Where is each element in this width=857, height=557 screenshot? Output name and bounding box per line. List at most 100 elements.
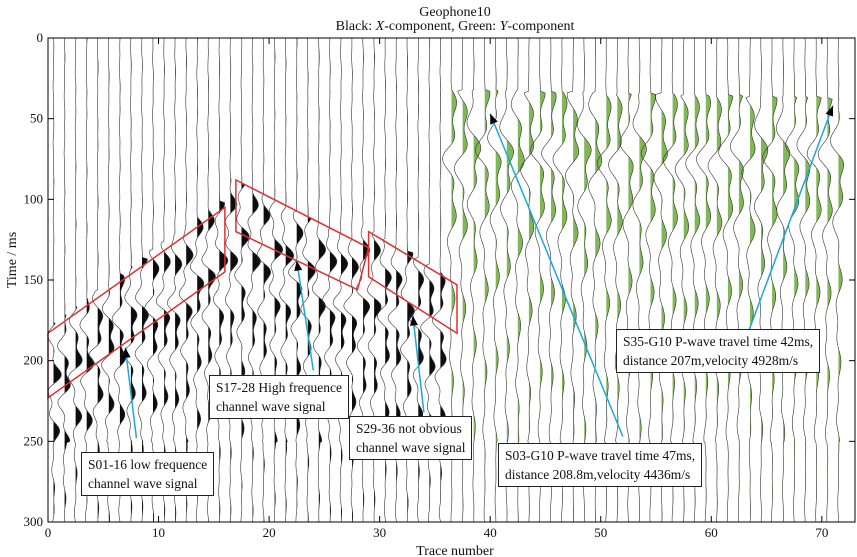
trace-fill [705, 38, 711, 522]
trace-fill [606, 38, 612, 522]
trace-fill [307, 38, 316, 522]
trace-fill [539, 38, 546, 522]
trace-line [224, 38, 239, 522]
trace-fill [617, 38, 623, 522]
trace-line [785, 38, 800, 523]
trace-line [663, 37, 678, 523]
trace-line [718, 38, 734, 523]
trace-line [68, 37, 83, 523]
trace-line [474, 38, 491, 523]
trace-fill [517, 38, 525, 522]
trace-line [619, 38, 634, 522]
annotation-arrowhead [490, 113, 498, 125]
x-tick-label: 20 [263, 525, 276, 540]
trace-line [111, 38, 127, 523]
trace-fill [750, 38, 756, 522]
trace-line [796, 38, 811, 523]
trace-fill [805, 38, 810, 522]
trace-line [577, 38, 592, 522]
trace-line [499, 38, 515, 523]
trace-line [674, 37, 689, 523]
trace-fill [108, 38, 115, 522]
y-tick-label: 0 [37, 30, 44, 45]
annotation-arrow-line [732, 105, 834, 373]
trace-line [134, 37, 149, 522]
trace-fill [86, 38, 94, 522]
annotation-arrow-line [412, 315, 425, 413]
trace-line [322, 38, 338, 523]
trace-line [166, 38, 183, 523]
trace-line [729, 38, 744, 523]
trace-line [190, 38, 205, 523]
trace-fill [341, 38, 348, 522]
x-axis-title: Trace number [416, 544, 494, 557]
trace-fill [794, 38, 799, 522]
trace-fill [418, 38, 424, 522]
trace-line [541, 38, 557, 522]
trace-fill [175, 38, 182, 522]
x-tick-label: 70 [815, 525, 828, 540]
trace-fill [694, 38, 700, 522]
annotation-arrow-line [295, 260, 315, 371]
region-outline [367, 230, 458, 335]
annotation-arrow-line [124, 347, 138, 439]
annotation-s03-line1: S03-G10 P-wave travel time 47ms, [505, 448, 696, 463]
trace-line [234, 38, 250, 523]
trace-fill [252, 38, 261, 522]
trace-line [696, 38, 712, 522]
trace-fill [197, 38, 204, 522]
trace-line [510, 38, 525, 522]
annotation-arrowhead [122, 347, 131, 359]
trace-line [632, 38, 647, 522]
trace-line [332, 37, 349, 523]
trace-fill [97, 38, 104, 522]
trace-fill [53, 38, 62, 522]
trace-line [754, 38, 769, 522]
trace-fill [274, 38, 283, 522]
annotation-s29-line1: S29-36 not obvious [356, 421, 462, 436]
trace-line [279, 37, 295, 522]
trace-line [311, 38, 326, 522]
x-tick-label: 60 [705, 525, 718, 540]
annotation-s29-line2: channel wave signal [356, 440, 466, 455]
x-tick-label: 10 [152, 525, 165, 540]
trace-line [88, 37, 104, 523]
trace-fill [153, 38, 159, 522]
chart-title-line1: Geophone10 [419, 5, 491, 20]
trace-line [123, 38, 138, 522]
y-tick-label: 250 [24, 433, 44, 448]
annotation-s03-line2: distance 208.8m,velocity 4436m/s [505, 467, 691, 482]
trace-line [741, 38, 756, 523]
trace-fill [385, 38, 392, 522]
annotation-s35: S35-G10 P-wave travel time 42ms, distanc… [616, 329, 821, 373]
trace-fill [263, 38, 271, 522]
annotation-s17-line2: channel wave signal [216, 399, 326, 414]
trace-fill [208, 38, 216, 522]
trace-line [178, 37, 194, 522]
annotation-arrow-line [489, 113, 624, 437]
trace-line [155, 38, 171, 523]
trace-fill [318, 38, 326, 522]
trace-line [653, 38, 668, 523]
trace-line [588, 37, 603, 522]
y-tick-label: 300 [24, 514, 44, 529]
annotation-s01-line1: S01-16 low frequence [88, 457, 208, 472]
y-tick-label: 50 [30, 111, 43, 126]
annotation-arrows [122, 105, 834, 439]
trace-fill [164, 38, 171, 522]
trace-fill [727, 38, 733, 522]
trace-line [608, 37, 623, 523]
x-tick-label: 40 [484, 525, 497, 540]
annotation-s35-line1: S35-G10 P-wave travel time 42ms, [623, 334, 814, 349]
annotation-s29: S29-36 not obvious channel wave signal [349, 416, 473, 460]
y-axis-title: Time / ms [5, 232, 20, 288]
trace-line [775, 37, 791, 523]
trace-line [212, 38, 229, 523]
trace-fill [584, 38, 592, 522]
annotation-arrowhead [294, 260, 303, 272]
trace-line [300, 38, 316, 523]
region-outline [235, 178, 370, 291]
trace-fill [761, 38, 768, 522]
trace-line [246, 38, 261, 523]
trace-fill [562, 38, 568, 522]
